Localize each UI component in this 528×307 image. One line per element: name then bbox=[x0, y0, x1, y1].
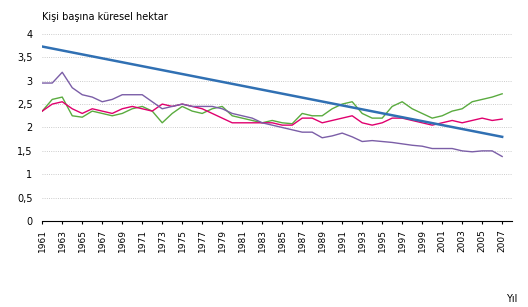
Text: Kişi başına küresel hektar: Kişi başına küresel hektar bbox=[42, 12, 168, 22]
Text: Yıl: Yıl bbox=[506, 294, 517, 304]
